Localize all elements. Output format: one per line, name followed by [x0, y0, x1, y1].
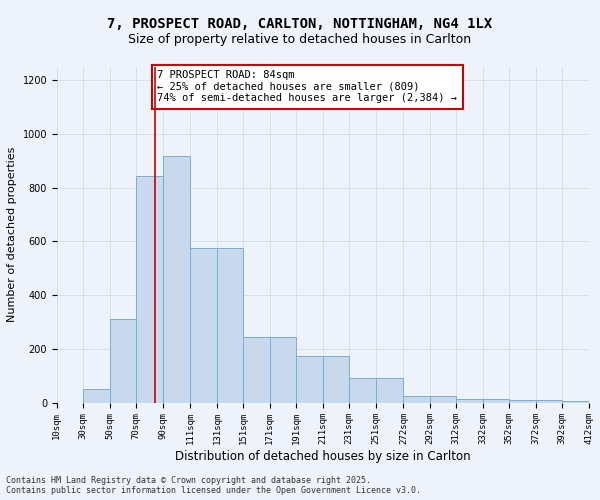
Text: Contains HM Land Registry data © Crown copyright and database right 2025.: Contains HM Land Registry data © Crown c…	[6, 476, 371, 485]
Bar	[217, 248, 244, 402]
Bar	[244, 337, 270, 402]
Bar	[456, 398, 483, 402]
Bar	[83, 389, 110, 402]
Bar	[562, 401, 589, 402]
X-axis label: Distribution of detached houses by size in Carlton: Distribution of detached houses by size …	[175, 450, 470, 463]
Text: 7 PROSPECT ROAD: 84sqm
← 25% of detached houses are smaller (809)
74% of semi-de: 7 PROSPECT ROAD: 84sqm ← 25% of detached…	[157, 70, 457, 103]
Bar	[430, 396, 456, 402]
Bar	[190, 248, 217, 402]
Y-axis label: Number of detached properties: Number of detached properties	[7, 147, 17, 322]
Bar	[136, 176, 163, 402]
Bar	[296, 356, 323, 403]
Bar	[376, 378, 403, 402]
Bar	[349, 378, 376, 402]
Bar	[323, 356, 349, 403]
Text: Size of property relative to detached houses in Carlton: Size of property relative to detached ho…	[128, 32, 472, 46]
Bar	[110, 320, 136, 402]
Bar	[403, 396, 430, 402]
Text: Contains public sector information licensed under the Open Government Licence v3: Contains public sector information licen…	[6, 486, 421, 495]
Bar	[509, 400, 536, 402]
Bar	[536, 400, 562, 402]
Bar	[270, 337, 296, 402]
Text: 7, PROSPECT ROAD, CARLTON, NOTTINGHAM, NG4 1LX: 7, PROSPECT ROAD, CARLTON, NOTTINGHAM, N…	[107, 18, 493, 32]
Bar	[483, 398, 509, 402]
Bar	[163, 156, 190, 402]
